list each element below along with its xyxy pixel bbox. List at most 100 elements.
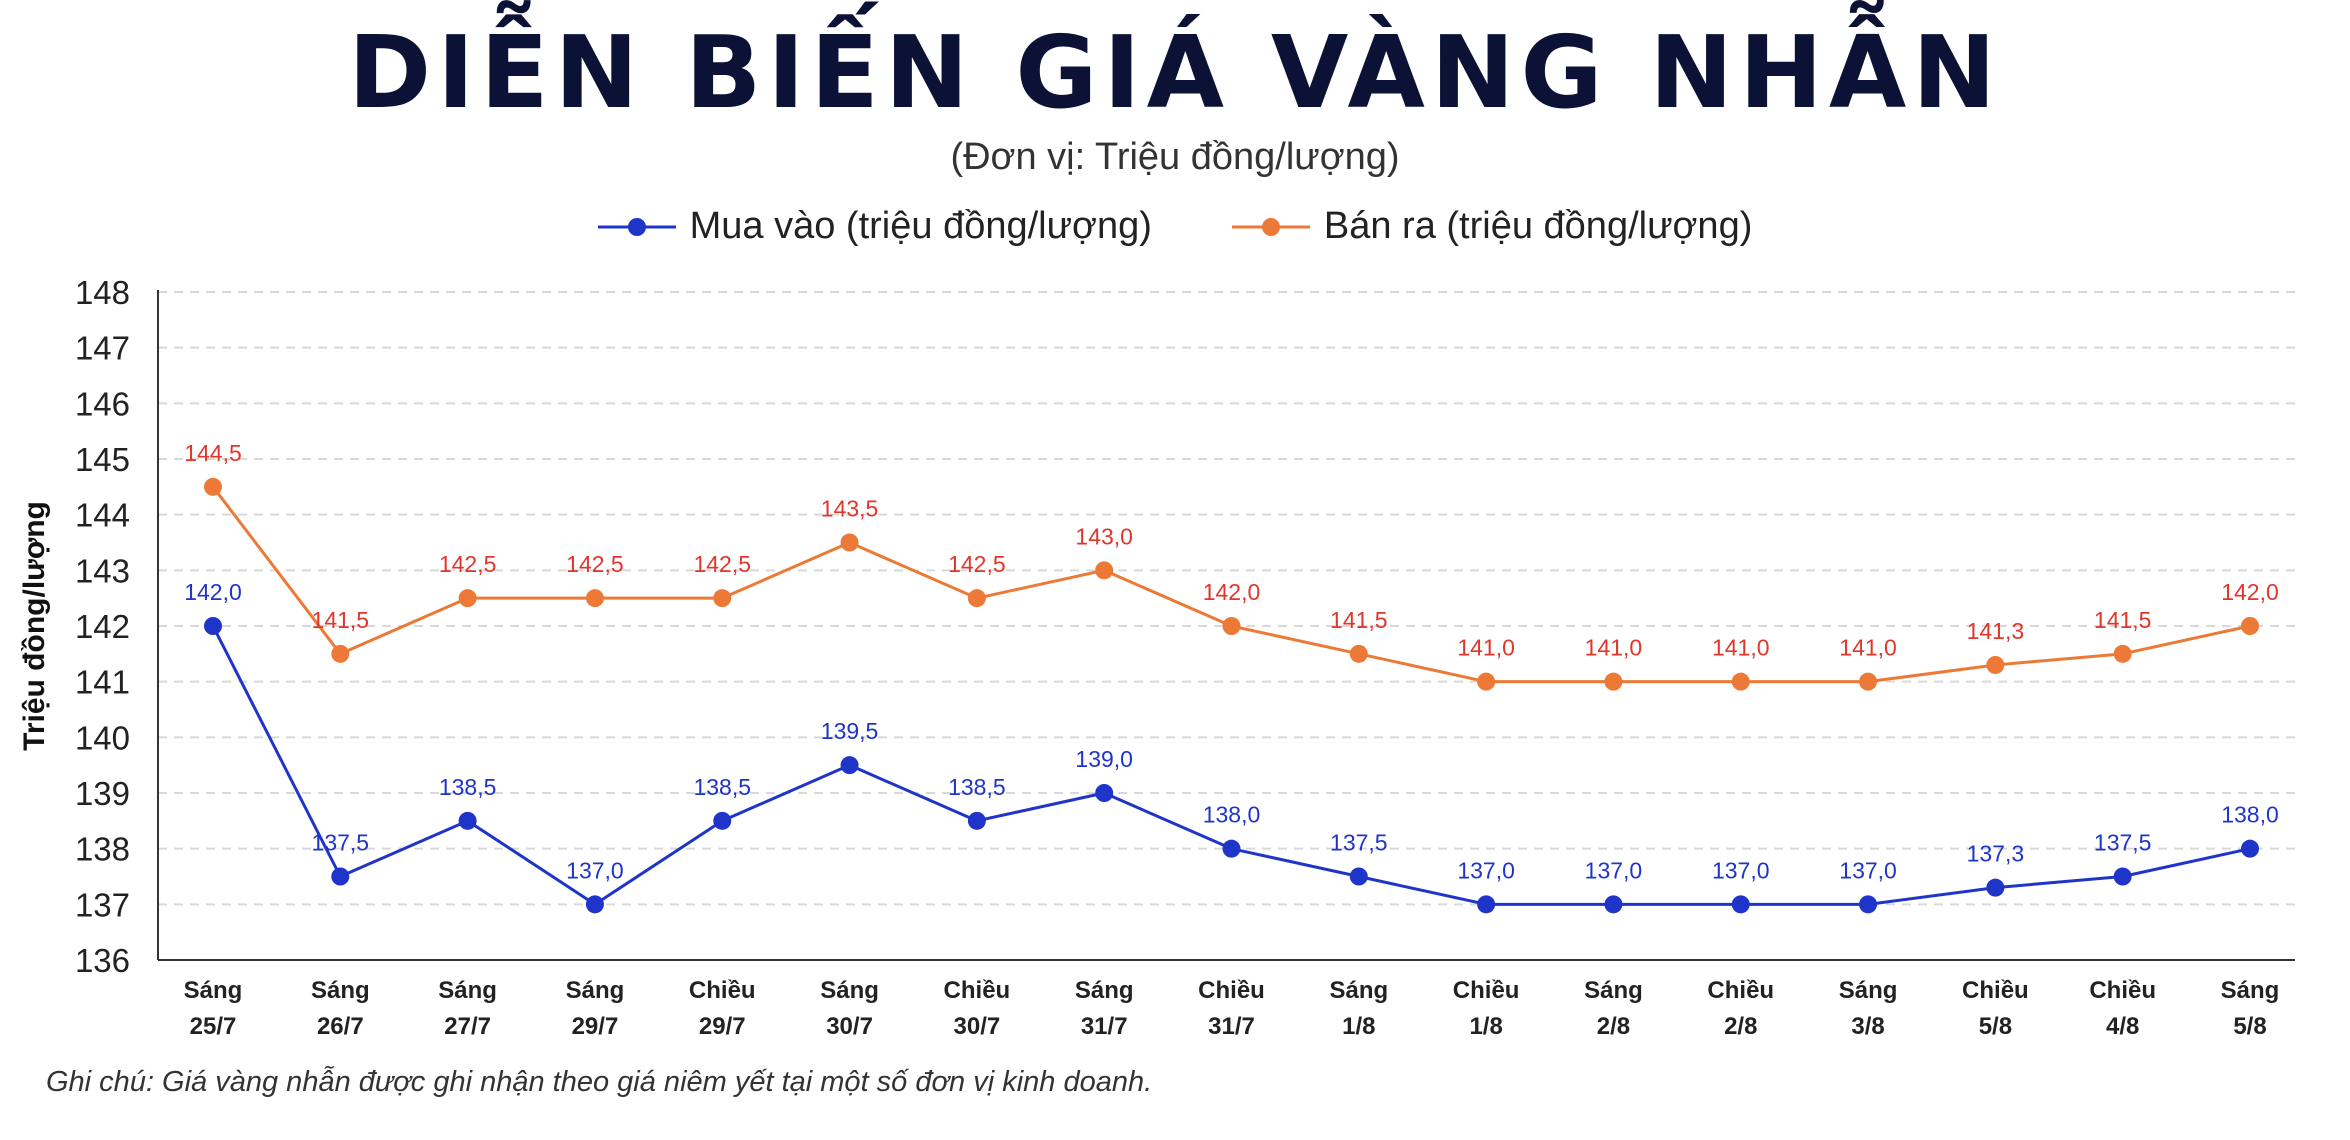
- data-label-sell: 142,5: [439, 551, 497, 577]
- x-tick-label: Chiều: [944, 977, 1011, 1004]
- data-label-sell: 141,5: [2094, 607, 2152, 633]
- x-tick-label: Sáng: [1839, 977, 1898, 1004]
- data-label-buy: 137,5: [312, 830, 370, 856]
- x-tick-label: Chiều: [1198, 977, 1265, 1004]
- data-point-buy: [585, 895, 604, 914]
- data-point-buy: [840, 756, 859, 775]
- data-point-buy: [204, 617, 222, 635]
- series-line-buy: [211, 625, 2251, 906]
- legend-swatch-buy: [597, 217, 676, 236]
- data-label-sell: 142,0: [2221, 579, 2279, 605]
- x-tick-label: 29/7: [572, 1013, 619, 1040]
- x-tick-label: Chiều: [1707, 977, 1774, 1004]
- data-point-buy: [2241, 839, 2259, 858]
- data-label-sell: 141,0: [1457, 635, 1515, 661]
- data-point-buy: [1986, 878, 2005, 897]
- legend-label-buy: Mua vào (triệu đồng/lượng): [689, 205, 1152, 247]
- x-tick-label: Sáng: [820, 977, 879, 1004]
- data-label-buy: 138,5: [693, 774, 751, 800]
- data-label-sell: 141,5: [312, 607, 370, 633]
- data-point-buy: [967, 811, 986, 830]
- x-tick-label: Sáng: [2221, 977, 2280, 1004]
- data-point-buy: [713, 811, 732, 830]
- data-label-buy: 139,0: [1075, 746, 1133, 772]
- data-label-sell: 142,0: [1203, 579, 1261, 605]
- data-point-sell: [1731, 672, 1750, 691]
- legend-label-sell: Bán ra (triệu đồng/lượng): [1323, 205, 1753, 247]
- data-point-sell: [1222, 617, 1241, 635]
- data-point-buy: [1477, 895, 1496, 914]
- y-tick-label: 148: [75, 274, 130, 311]
- data-label-sell: 142,5: [566, 551, 624, 577]
- data-point-buy: [1222, 839, 1241, 858]
- x-tick-label: Chiều: [1962, 977, 2029, 1004]
- data-label-sell: 143,5: [821, 496, 879, 522]
- data-label-sell: 142,5: [693, 551, 751, 577]
- data-label-buy: 137,0: [1457, 857, 1515, 883]
- chart-subtitle: (Đơn vị: Triệu đồng/lượng): [950, 136, 1400, 178]
- y-tick-label: 143: [75, 552, 130, 589]
- x-tick-label: 1/8: [1469, 1013, 1502, 1040]
- data-label-buy: 142,0: [184, 579, 242, 605]
- data-point-buy: [2113, 867, 2132, 886]
- x-tick-label: 26/7: [317, 1013, 364, 1040]
- data-point-sell: [1349, 644, 1368, 663]
- data-label-sell: 144,5: [184, 440, 242, 466]
- data-point-sell: [1859, 672, 1878, 691]
- x-tick-label: 5/8: [2233, 1013, 2266, 1040]
- x-tick-label: Sáng: [184, 977, 243, 1004]
- x-tick-label: Sáng: [1075, 977, 1134, 1004]
- x-tick-label: 29/7: [699, 1013, 746, 1040]
- x-tick-label: 4/8: [2106, 1013, 2139, 1040]
- chart-title: DIỄN BIẾN GIÁ VÀNG NHẪN: [348, 14, 2002, 131]
- data-point-buy: [1349, 867, 1368, 886]
- x-tick-label: 1/8: [1342, 1013, 1375, 1040]
- data-label-buy: 137,0: [1712, 857, 1770, 883]
- x-tick-label: 30/7: [826, 1013, 873, 1040]
- data-point-sell: [204, 477, 222, 496]
- x-tick-label: 31/7: [1081, 1013, 1128, 1040]
- data-label-sell: 142,5: [948, 551, 1006, 577]
- data-label-buy: 137,5: [2094, 830, 2152, 856]
- data-label-sell: 141,0: [1585, 635, 1643, 661]
- x-tick-label: 25/7: [190, 1013, 237, 1040]
- data-point-sell: [1095, 561, 1114, 580]
- x-tick-label: 3/8: [1851, 1013, 1884, 1040]
- y-tick-label: 146: [75, 385, 130, 422]
- data-point-sell: [585, 589, 604, 608]
- data-label-buy: 137,0: [1839, 857, 1897, 883]
- x-tick-label: 31/7: [1208, 1013, 1255, 1040]
- y-tick-label: 139: [75, 775, 130, 812]
- x-tick-label: Chiều: [2089, 977, 2156, 1004]
- data-point-buy: [331, 867, 350, 886]
- legend-item-sell: Bán ra (triệu đồng/lượng): [1231, 205, 1753, 248]
- chart-note: Ghi chú: Giá vàng nhẫn được ghi nhận the…: [46, 1066, 1153, 1098]
- y-tick-label: 137: [75, 886, 130, 923]
- data-point-sell: [458, 589, 477, 608]
- data-point-sell: [840, 533, 859, 552]
- x-tick-label: Sáng: [566, 977, 625, 1004]
- legend-item-buy: Mua vào (triệu đồng/lượng): [597, 205, 1152, 248]
- x-tick-label: 2/8: [1724, 1013, 1757, 1040]
- data-label-buy: 138,5: [948, 774, 1006, 800]
- data-point-buy: [458, 811, 477, 830]
- data-point-sell: [1477, 672, 1496, 691]
- data-point-sell: [331, 644, 350, 663]
- data-point-sell: [713, 589, 732, 608]
- y-tick-label: 136: [75, 942, 130, 979]
- legend-swatch-sell: [1231, 217, 1310, 236]
- y-tick-label: 140: [75, 719, 130, 756]
- y-tick-label: 138: [75, 831, 130, 868]
- data-point-sell: [2241, 617, 2259, 635]
- data-point-buy: [1731, 895, 1750, 914]
- data-point-sell: [1604, 672, 1623, 691]
- data-label-sell: 141,3: [1967, 618, 2025, 644]
- data-label-sell: 141,5: [1330, 607, 1388, 633]
- x-tick-label: Sáng: [438, 977, 497, 1004]
- data-label-sell: 143,0: [1075, 523, 1133, 549]
- data-label-buy: 139,5: [821, 718, 879, 744]
- y-tick-label: 145: [75, 441, 130, 478]
- data-point-sell: [2113, 644, 2132, 663]
- x-tick-label: Sáng: [1329, 977, 1388, 1004]
